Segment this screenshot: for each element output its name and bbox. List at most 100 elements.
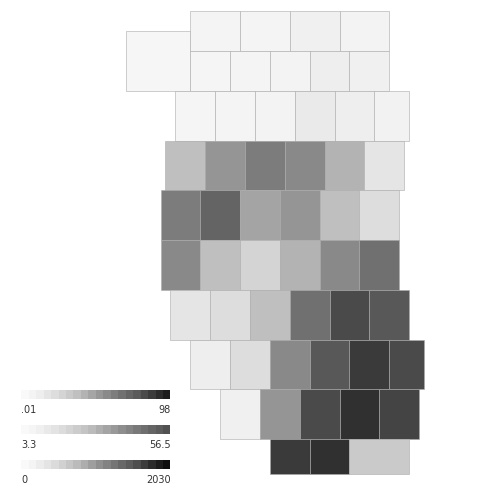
Bar	[270, 439, 310, 474]
Bar	[148, 390, 156, 399]
Bar	[126, 31, 190, 91]
Bar	[364, 140, 404, 190]
Bar	[133, 390, 140, 399]
Bar	[320, 190, 360, 240]
Bar	[360, 190, 399, 240]
Bar	[245, 140, 285, 190]
Bar	[156, 390, 163, 399]
Bar	[270, 51, 310, 91]
Bar	[81, 390, 88, 399]
Bar	[96, 425, 104, 434]
Bar	[28, 425, 36, 434]
Bar	[51, 460, 59, 469]
Bar	[140, 460, 148, 469]
Bar	[118, 425, 126, 434]
Bar	[350, 51, 389, 91]
Bar	[74, 460, 81, 469]
Bar	[66, 460, 74, 469]
Bar	[126, 425, 133, 434]
Bar	[44, 425, 51, 434]
Text: 2030: 2030	[146, 474, 171, 484]
Bar	[285, 140, 325, 190]
Bar	[104, 425, 111, 434]
Bar	[215, 91, 255, 140]
Bar	[350, 340, 389, 389]
Bar	[104, 460, 111, 469]
Bar	[66, 425, 74, 434]
Bar	[389, 340, 424, 389]
Bar	[360, 240, 399, 290]
Bar	[133, 425, 140, 434]
Bar	[36, 460, 44, 469]
Text: 3.3: 3.3	[22, 440, 36, 450]
Bar	[36, 390, 44, 399]
Bar	[206, 140, 245, 190]
Bar	[96, 460, 104, 469]
Bar	[240, 240, 280, 290]
Text: .01: .01	[22, 405, 36, 415]
Bar	[22, 460, 29, 469]
Bar	[166, 140, 205, 190]
Bar	[200, 190, 240, 240]
Bar	[240, 12, 290, 51]
Bar	[340, 389, 380, 439]
Bar	[156, 460, 163, 469]
Bar	[148, 425, 156, 434]
Bar	[126, 390, 133, 399]
Bar	[22, 425, 29, 434]
Bar	[44, 460, 51, 469]
Bar	[163, 425, 170, 434]
Bar	[310, 51, 350, 91]
Bar	[280, 190, 320, 240]
Bar	[260, 389, 300, 439]
Bar	[163, 460, 170, 469]
Bar	[230, 340, 270, 389]
Bar	[88, 425, 96, 434]
Bar	[190, 51, 230, 91]
Bar	[210, 290, 250, 340]
Bar	[310, 340, 350, 389]
Bar	[240, 190, 280, 240]
Bar	[148, 460, 156, 469]
Bar	[190, 12, 240, 51]
Bar	[160, 240, 200, 290]
Bar	[280, 240, 320, 290]
Bar	[66, 390, 74, 399]
Bar	[334, 91, 374, 140]
Bar	[300, 389, 340, 439]
Bar	[320, 240, 360, 290]
Bar	[324, 140, 364, 190]
Bar	[22, 390, 29, 399]
Bar	[380, 389, 419, 439]
Bar	[140, 390, 148, 399]
Bar	[118, 390, 126, 399]
Bar	[51, 425, 59, 434]
Bar	[255, 91, 295, 140]
Bar	[200, 240, 240, 290]
Bar	[111, 460, 118, 469]
Text: 98: 98	[158, 405, 170, 415]
Bar	[340, 12, 389, 51]
Bar	[163, 390, 170, 399]
Bar	[111, 390, 118, 399]
Bar	[96, 390, 104, 399]
Text: 0: 0	[22, 474, 28, 484]
Bar	[230, 51, 270, 91]
Bar	[28, 390, 36, 399]
Bar	[81, 460, 88, 469]
Bar	[290, 290, 330, 340]
Bar	[176, 91, 215, 140]
Bar	[156, 425, 163, 434]
Bar	[270, 340, 310, 389]
Bar	[290, 12, 340, 51]
Text: 56.5: 56.5	[149, 440, 171, 450]
Bar	[126, 460, 133, 469]
Bar	[118, 460, 126, 469]
Bar	[160, 190, 200, 240]
Bar	[58, 425, 66, 434]
Bar	[74, 425, 81, 434]
Bar	[74, 390, 81, 399]
Bar	[44, 390, 51, 399]
Bar	[250, 290, 290, 340]
Bar	[140, 425, 148, 434]
